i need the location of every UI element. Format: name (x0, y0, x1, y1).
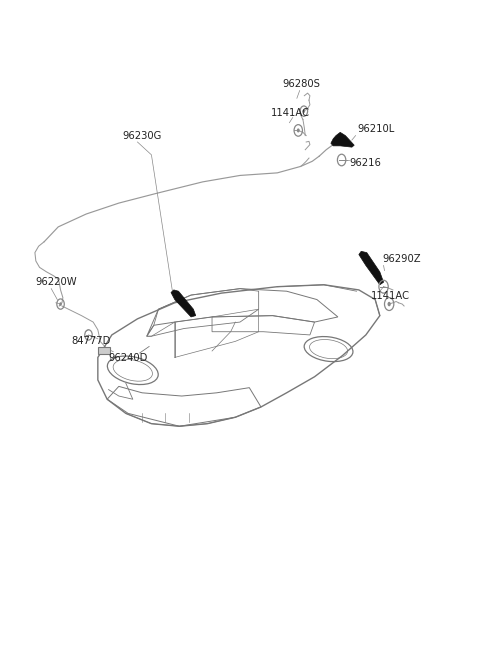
Text: 96220W: 96220W (36, 277, 77, 286)
Circle shape (387, 302, 391, 306)
Text: 1141AC: 1141AC (371, 291, 409, 301)
Text: 96240D: 96240D (108, 353, 148, 363)
Polygon shape (359, 252, 384, 284)
Circle shape (302, 109, 305, 113)
Text: 96216: 96216 (349, 158, 382, 168)
Polygon shape (98, 346, 110, 354)
Text: 96210L: 96210L (358, 124, 395, 134)
Text: 96230G: 96230G (122, 131, 162, 141)
Text: 96290Z: 96290Z (382, 254, 421, 264)
Circle shape (297, 128, 300, 133)
Text: 96280S: 96280S (282, 79, 320, 89)
Text: 84777D: 84777D (71, 336, 111, 346)
Polygon shape (171, 290, 196, 317)
Text: 1141AC: 1141AC (271, 108, 310, 118)
Polygon shape (331, 132, 354, 147)
Circle shape (59, 302, 62, 306)
